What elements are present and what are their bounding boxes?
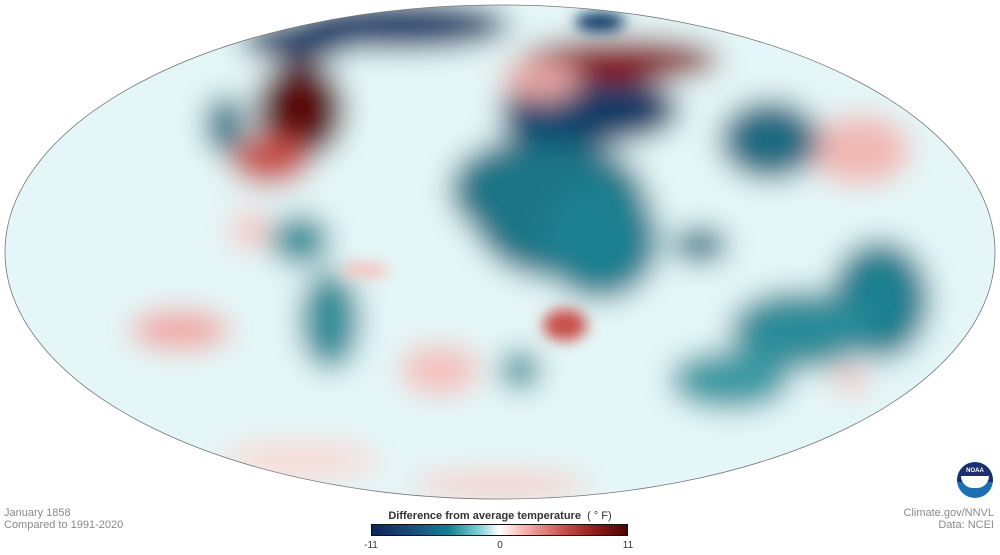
- noaa-logo-text: NOAA: [966, 468, 984, 474]
- anomaly-region: [810, 115, 910, 185]
- anomaly-region: [300, 270, 360, 370]
- credit-data: Data: NCEI: [938, 519, 994, 531]
- caption-date: January 1858: [4, 507, 71, 519]
- legend-mid-label: 0: [497, 540, 503, 551]
- credit-source: Climate.gov/NNVL: [903, 507, 994, 519]
- anomaly-region: [205, 95, 245, 155]
- anomaly-region: [410, 471, 590, 499]
- credits: Climate.gov/NNVL Data: NCEI: [904, 507, 994, 531]
- legend-title-text: Difference from average temperature: [388, 510, 581, 522]
- anomaly-region: [830, 368, 870, 392]
- legend-max-label: 11: [622, 540, 634, 551]
- legend-unit: ( ° F): [587, 510, 612, 522]
- anomaly-region: [230, 210, 270, 250]
- anomaly-region: [672, 227, 728, 263]
- anomaly-region: [543, 309, 587, 341]
- anomaly-region: [400, 345, 480, 395]
- anomaly-region: [500, 95, 580, 145]
- legend-title: Difference from average temperature ( ° …: [370, 510, 630, 522]
- anomaly-region: [270, 215, 330, 265]
- anomaly-region: [540, 180, 660, 300]
- anomaly-region: [720, 100, 820, 180]
- caption-baseline: Compared to 1991-2020: [4, 519, 124, 531]
- anomaly-region: [670, 350, 790, 410]
- noaa-logo: NOAA: [957, 462, 993, 498]
- anomaly-region: [575, 12, 625, 32]
- anomaly-region: [230, 135, 310, 185]
- anomaly-region: [500, 350, 540, 390]
- temperature-anomaly-map: [4, 4, 996, 500]
- anomaly-region: [500, 60, 580, 100]
- legend-min-label: -11: [364, 540, 378, 551]
- legend-color-bar: [371, 524, 628, 536]
- anomaly-region: [130, 310, 230, 350]
- anomaly-region: [340, 262, 390, 278]
- anomaly-region: [730, 290, 870, 370]
- globe-outline: [4, 4, 996, 500]
- anomaly-region: [255, 60, 345, 160]
- anomaly-region: [220, 440, 380, 480]
- caption: January 1858 Compared to 1991-2020: [4, 507, 123, 531]
